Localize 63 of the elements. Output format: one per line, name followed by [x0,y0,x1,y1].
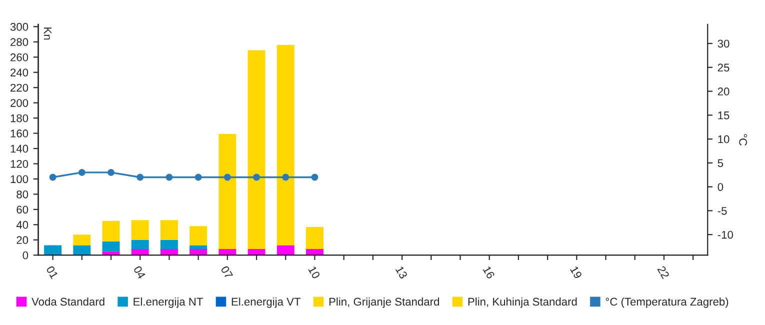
bar [248,50,266,250]
bar [276,44,294,246]
y-axis-title: Kn [44,28,52,40]
y-tick-label: 80 [16,190,28,198]
bar [131,249,149,256]
bar [190,226,208,246]
y-tick-label: 40 [16,220,28,229]
bar [44,245,62,256]
bar [73,234,91,246]
x-tick-label: 22 [657,265,670,280]
y-tick-label: 140 [10,144,28,153]
bar [160,249,178,256]
y-tick-label: 0 [22,251,28,260]
y-tick-label: 280 [10,38,28,46]
y-tick-label: 160 [10,130,28,138]
x-tick-label: 07 [220,265,234,280]
y-tick-label: 20 [16,236,28,244]
bar [160,240,178,250]
y-tick-label: 220 [10,84,28,92]
y2-tick-label: 15 [718,112,730,120]
x-tick-label: 10 [308,266,320,280]
y2-tick-label: 30 [718,40,730,48]
bar [218,249,236,256]
y-tick-label: 180 [10,114,28,122]
y-tick-label: 100 [10,175,28,184]
bar [160,220,178,240]
bar [102,220,120,242]
bar [73,245,91,256]
bar [131,240,149,250]
bar [131,220,149,240]
y2-tick-label: 10 [718,135,730,144]
y2-tick-label: 20 [718,88,730,96]
bar [190,245,208,250]
x-tick-label: 16 [482,266,496,280]
y2-tick-label: -10 [718,230,733,239]
bar [248,249,266,256]
y-tick-label: 120 [10,160,28,168]
y-tick-label: 300 [10,22,28,31]
y-tick-label: 200 [10,99,28,107]
bar [190,249,208,256]
legend-label: Voda Standard [32,297,104,306]
bar [276,245,294,256]
legend-label: °C (Temperatura Zagreb) [606,297,728,308]
y2-tick-label: 5 [718,159,724,168]
bar [306,226,324,250]
legend-label: Plin, Grijanje Standard [329,297,439,308]
x-tick-label: 13 [395,266,408,280]
y2-tick-label: -5 [718,207,727,215]
y-tick-label: 260 [10,53,28,62]
bar [218,134,236,250]
y2-tick-label: 0 [718,183,724,191]
x-tick-label: 19 [570,266,582,280]
legend-label: El.energija VT [232,297,301,308]
y2-tick-label: 25 [718,64,730,72]
bar [306,249,324,256]
y-tick-label: 60 [16,206,28,214]
y-tick-label: 240 [10,68,28,76]
bar [102,241,120,252]
x-tick-label: 04 [133,265,146,280]
x-tick-label: 01 [46,265,58,280]
legend-label: Plin, Kuhinja Standard [468,297,577,308]
legend-label: El.energija NT [134,297,203,308]
y2-axis-title: °C [739,134,747,146]
